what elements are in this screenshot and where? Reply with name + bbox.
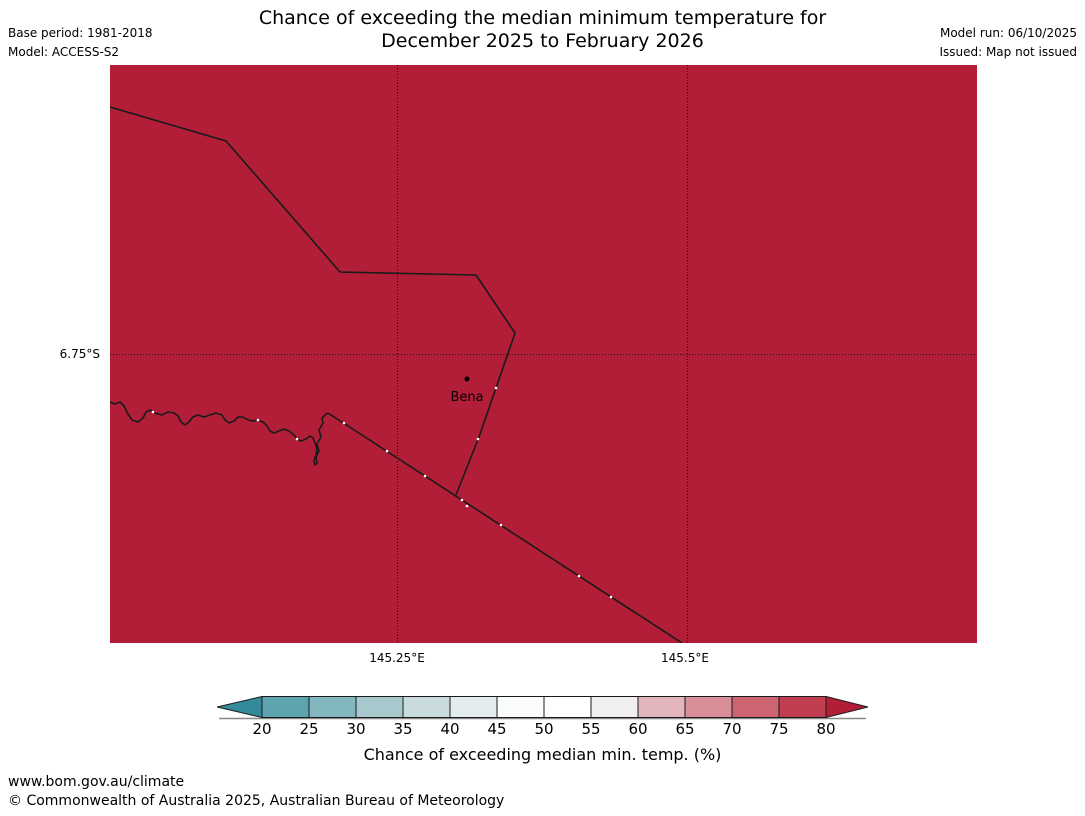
run-metadata-right: Model run: 06/10/2025 Issued: Map not is… xyxy=(939,24,1077,62)
colorbar-tick: 60 xyxy=(628,720,648,738)
river-line xyxy=(110,401,329,466)
border-line-north xyxy=(110,106,516,496)
colorbar xyxy=(216,695,869,720)
colorbar-segment xyxy=(496,696,545,718)
base-period-text: Base period: 1981-2018 xyxy=(8,26,153,40)
colorbar-tick: 20 xyxy=(252,720,272,738)
colorbar-arrow-left xyxy=(216,695,263,719)
colorbar-title: Chance of exceeding median min. temp. (%… xyxy=(363,745,722,764)
bena-place-label: Bena xyxy=(450,390,483,405)
colorbar-segment xyxy=(731,696,780,718)
colorbar-segment xyxy=(449,696,498,718)
colorbar-segment xyxy=(402,696,451,718)
run-metadata-left: Base period: 1981-2018 Model: ACCESS-S2 xyxy=(8,24,153,62)
colorbar-segment xyxy=(590,696,639,718)
lat-axis-label: 6.75°S xyxy=(59,347,100,361)
colorbar-tick: 50 xyxy=(534,720,554,738)
title-line-1: Chance of exceeding the median minimum t… xyxy=(258,7,827,29)
colorbar-tick: 35 xyxy=(393,720,413,738)
colorbar-tick: 30 xyxy=(346,720,366,738)
colorbar-tick: 40 xyxy=(440,720,460,738)
title-line-2: December 2025 to February 2026 xyxy=(381,30,704,52)
model-text: Model: ACCESS-S2 xyxy=(8,45,120,59)
colorbar-segment xyxy=(637,696,686,718)
footer-url: www.bom.gov.au/climate xyxy=(8,774,185,790)
model-run-text: Model run: 06/10/2025 xyxy=(939,26,1077,40)
border-line-southeast xyxy=(327,412,683,643)
colorbar-tick: 45 xyxy=(487,720,507,738)
map-canvas: Bena xyxy=(110,65,977,643)
colorbar-tick: 80 xyxy=(816,720,836,738)
issued-text: Issued: Map not issued xyxy=(939,45,1077,59)
footer-copyright: © Commonwealth of Australia 2025, Austra… xyxy=(8,793,505,809)
colorbar-segment xyxy=(355,696,404,718)
map-area: Bena xyxy=(110,65,977,643)
colorbar-segment xyxy=(684,696,733,718)
colorbar-arrow-right xyxy=(825,695,869,719)
lon-axis-label-1: 145.25°E xyxy=(369,651,425,665)
colorbar-segment xyxy=(261,696,310,718)
colorbar-segment xyxy=(308,696,357,718)
lon-axis-label-2: 145.5°E xyxy=(661,651,709,665)
page-title: Chance of exceeding the median minimum t… xyxy=(0,7,1085,53)
colorbar-tick: 75 xyxy=(769,720,789,738)
bena-marker-dot xyxy=(464,376,470,382)
colorbar-tick: 55 xyxy=(581,720,601,738)
colorbar-tick: 65 xyxy=(675,720,695,738)
colorbar-tick: 25 xyxy=(299,720,319,738)
colorbar-canvas xyxy=(216,695,869,720)
colorbar-segment xyxy=(543,696,592,718)
colorbar-tick: 70 xyxy=(722,720,742,738)
colorbar-segment xyxy=(778,696,827,718)
line-marker-dots xyxy=(151,386,613,599)
